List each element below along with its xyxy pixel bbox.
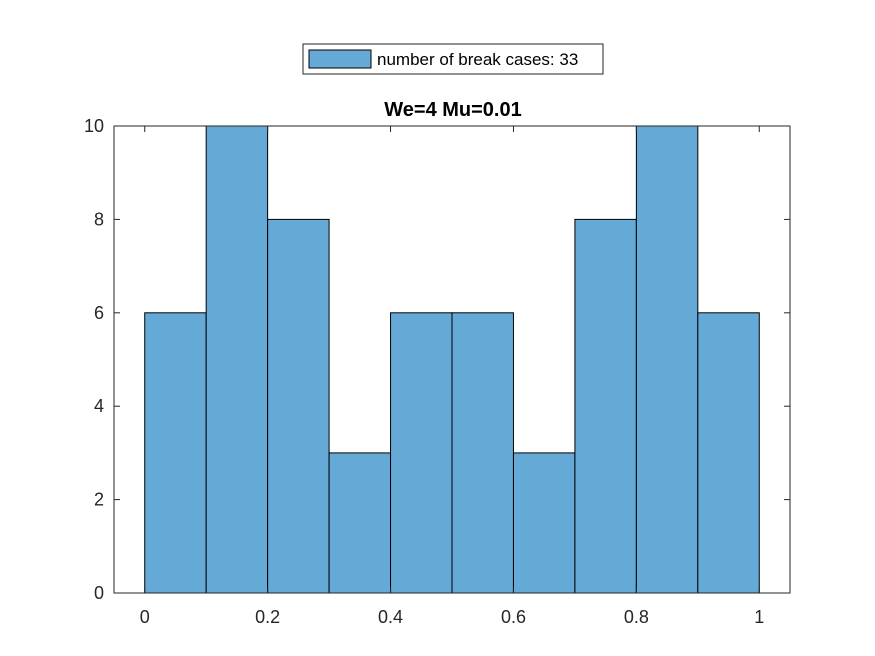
- histogram-bar: [144, 312, 207, 594]
- plot-area-frame: [113, 125, 791, 594]
- x-tick-label: 0.8: [624, 607, 649, 627]
- bars: [144, 125, 760, 594]
- x-axis-ticks: 0 0.2 0.4 0.6 0.8 1: [140, 126, 764, 627]
- y-tick-label: 2: [94, 490, 104, 510]
- histogram-bar: [267, 218, 330, 594]
- y-tick-label: 10: [84, 116, 104, 136]
- x-tick-label: 0.2: [255, 607, 280, 627]
- legend-label: number of break cases: 33: [377, 50, 578, 69]
- histogram-bar: [205, 125, 269, 594]
- y-tick-label: 6: [94, 303, 104, 323]
- y-tick-label: 4: [94, 396, 104, 416]
- x-tick-label: 0.4: [378, 607, 403, 627]
- y-tick-label: 0: [94, 583, 104, 603]
- histogram-bar: [451, 312, 514, 594]
- legend: number of break cases: 33: [302, 43, 604, 75]
- x-tick-label: 0: [140, 607, 150, 627]
- histogram-bar: [328, 452, 392, 594]
- histogram-bar: [390, 312, 453, 594]
- histogram-bar: [512, 452, 576, 594]
- chart-title: We=4 Mu=0.01: [384, 99, 521, 121]
- y-axis-ticks: 0 2 4 6 8 10: [84, 116, 790, 603]
- histogram-bar: [574, 218, 637, 594]
- histogram-bar: [697, 312, 760, 594]
- legend-swatch: [308, 49, 372, 69]
- histogram-bar: [635, 125, 699, 594]
- x-tick-label: 1: [754, 607, 764, 627]
- x-tick-label: 0.6: [501, 607, 526, 627]
- y-tick-label: 8: [94, 209, 104, 229]
